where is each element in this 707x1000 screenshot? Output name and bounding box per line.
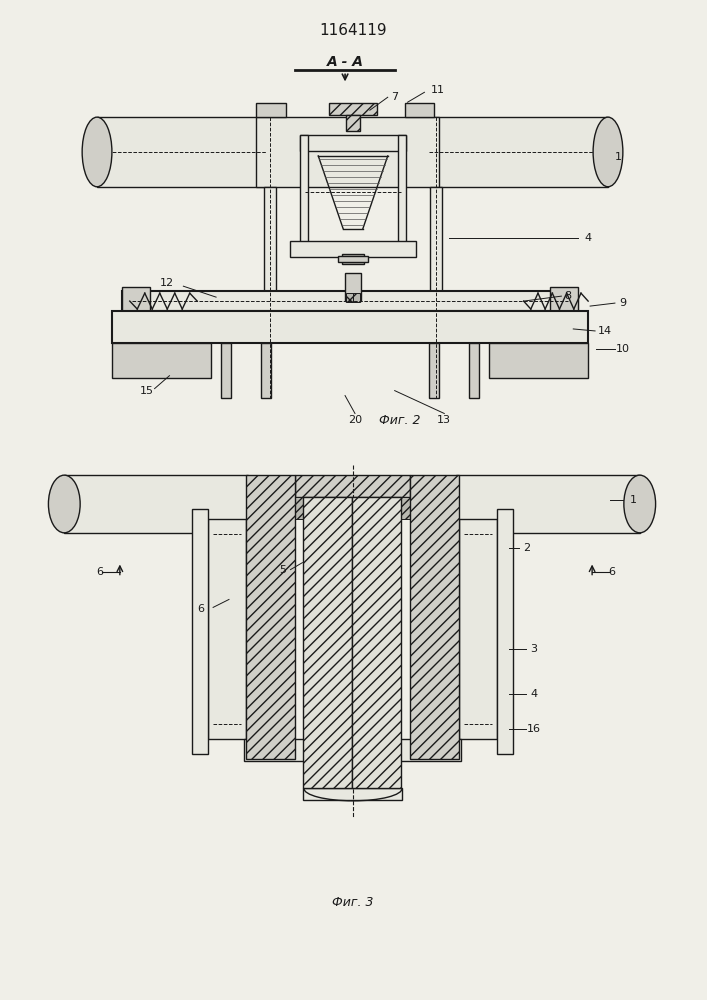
Bar <box>208 519 246 739</box>
Bar <box>429 343 439 398</box>
Bar <box>291 241 416 257</box>
Text: 11: 11 <box>431 85 444 95</box>
Text: 7: 7 <box>391 92 398 102</box>
Text: 6: 6 <box>609 567 616 577</box>
Text: 16: 16 <box>527 724 541 734</box>
Bar <box>221 343 231 398</box>
Bar <box>256 103 286 117</box>
Bar <box>346 293 353 302</box>
Bar <box>122 291 578 311</box>
Text: A - A: A - A <box>327 55 363 69</box>
Text: 4: 4 <box>585 233 592 243</box>
Ellipse shape <box>593 117 623 187</box>
Text: 8: 8 <box>565 291 572 301</box>
Bar <box>551 287 578 315</box>
Bar <box>346 115 360 131</box>
Bar <box>293 497 310 519</box>
Bar <box>112 343 211 378</box>
Bar <box>456 475 640 533</box>
Bar <box>122 287 150 315</box>
Bar <box>64 475 248 533</box>
Bar <box>300 135 308 249</box>
Bar <box>244 739 461 761</box>
Bar <box>409 475 459 759</box>
Text: 1164119: 1164119 <box>319 23 387 38</box>
Text: 9: 9 <box>619 298 626 308</box>
Bar <box>429 117 608 187</box>
Text: 1: 1 <box>614 152 621 162</box>
Bar <box>112 311 588 343</box>
Bar <box>431 187 443 291</box>
Bar <box>387 497 396 508</box>
Bar <box>345 273 361 301</box>
Text: 13: 13 <box>438 415 451 425</box>
Bar <box>303 788 402 800</box>
Bar <box>338 256 368 262</box>
Bar <box>469 343 479 398</box>
Bar <box>396 497 411 519</box>
Bar <box>459 519 497 739</box>
Text: 10: 10 <box>616 344 630 354</box>
Text: 4: 4 <box>530 689 537 699</box>
Text: 14: 14 <box>598 326 612 336</box>
Text: 2: 2 <box>523 543 530 553</box>
Bar <box>192 509 208 754</box>
Bar <box>303 497 352 788</box>
Text: 5: 5 <box>279 565 286 575</box>
Text: 6: 6 <box>97 567 103 577</box>
Bar <box>256 117 439 187</box>
Text: 3: 3 <box>530 644 537 654</box>
Text: Фиг. 2: Фиг. 2 <box>379 414 421 427</box>
Bar <box>352 497 401 788</box>
Ellipse shape <box>624 475 655 533</box>
Bar <box>264 187 276 291</box>
Bar <box>310 497 317 508</box>
Bar <box>296 475 409 497</box>
Text: 6: 6 <box>198 604 205 614</box>
Bar <box>246 475 296 759</box>
Ellipse shape <box>48 475 80 533</box>
Bar <box>353 293 360 302</box>
Bar <box>329 103 377 115</box>
Text: Фиг. 3: Фиг. 3 <box>332 896 374 909</box>
Bar <box>300 135 406 151</box>
Text: 1: 1 <box>630 495 637 505</box>
Bar <box>97 117 271 187</box>
Bar <box>397 135 406 249</box>
Bar <box>497 509 513 754</box>
Ellipse shape <box>82 117 112 187</box>
Bar <box>404 103 434 117</box>
Bar <box>489 343 588 378</box>
Text: 20: 20 <box>348 415 362 425</box>
Text: 15: 15 <box>140 386 153 396</box>
Bar <box>261 343 271 398</box>
Text: 12: 12 <box>159 278 173 288</box>
Bar <box>342 254 364 264</box>
